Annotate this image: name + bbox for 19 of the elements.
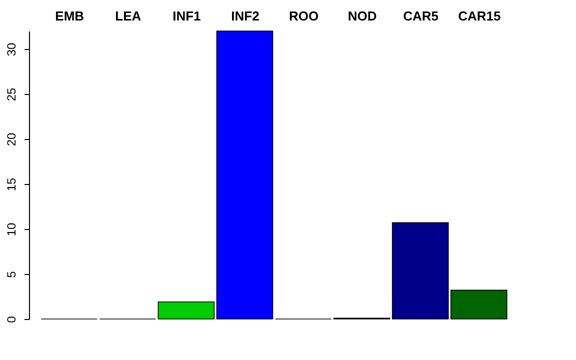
bar bbox=[216, 30, 274, 320]
x-tick-label: CAR5 bbox=[403, 8, 439, 24]
y-tick-label: 10 bbox=[4, 222, 18, 236]
x-tick-label: ROO bbox=[288, 8, 319, 24]
y-tick-label: 20 bbox=[4, 132, 18, 146]
y-tick-label: 5 bbox=[4, 270, 18, 278]
y-tick-label: 30 bbox=[4, 42, 18, 56]
x-tick-label: NOD bbox=[348, 8, 377, 24]
bar bbox=[392, 222, 449, 320]
x-tick-label: INF1 bbox=[172, 8, 201, 24]
x-tick-label: CAR15 bbox=[458, 8, 501, 24]
bar bbox=[450, 290, 508, 320]
bar bbox=[158, 302, 215, 320]
y-tick-label: 25 bbox=[4, 88, 18, 102]
y-tick-label: 15 bbox=[4, 178, 18, 192]
x-tick-label: LEA bbox=[115, 8, 142, 24]
x-tick-label: INF2 bbox=[231, 8, 260, 24]
x-tick-label: EMB bbox=[55, 8, 84, 24]
y-tick-label: 0 bbox=[4, 316, 18, 323]
